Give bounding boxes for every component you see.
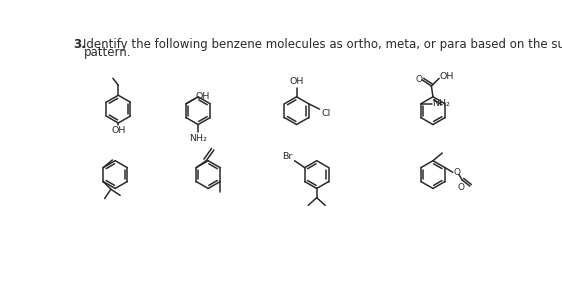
Text: OH: OH: [439, 71, 454, 81]
Text: NH₂: NH₂: [432, 99, 450, 108]
Text: NH₂: NH₂: [189, 134, 207, 143]
Text: pattern.: pattern.: [83, 46, 131, 59]
Text: OH: OH: [111, 126, 125, 135]
Text: Br: Br: [282, 152, 293, 161]
Text: O: O: [457, 183, 464, 192]
Text: O: O: [453, 168, 460, 177]
Text: OH: OH: [289, 77, 303, 86]
Text: 3.: 3.: [74, 38, 86, 51]
Text: Cl: Cl: [321, 109, 330, 118]
Text: Identify the following benzene molecules as ortho, meta, or para based on the su: Identify the following benzene molecules…: [83, 38, 562, 51]
Text: OH: OH: [195, 92, 210, 100]
Text: O: O: [415, 75, 423, 84]
